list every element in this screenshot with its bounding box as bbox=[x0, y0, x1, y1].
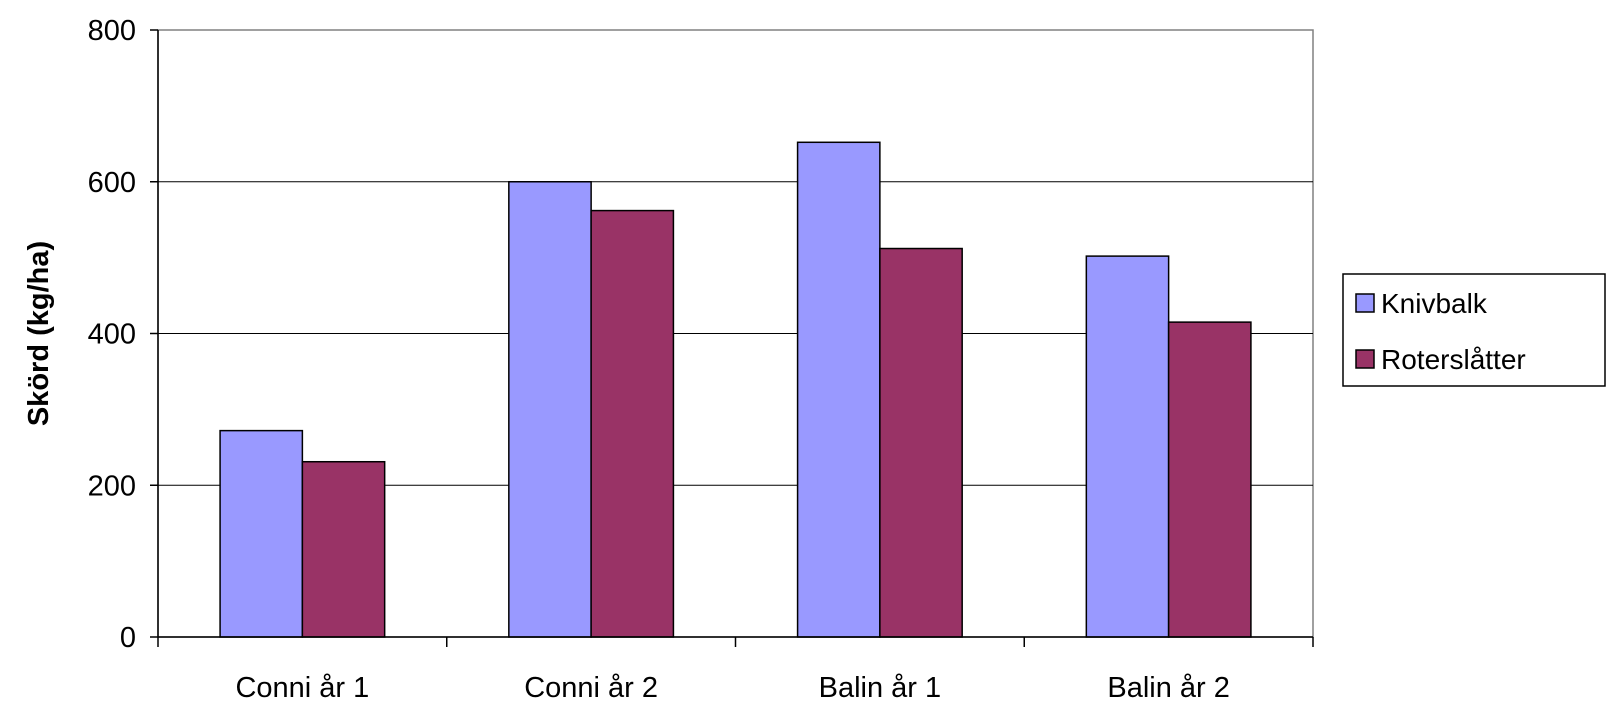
bar-knivbalk bbox=[1085, 255, 1170, 638]
x-tick-label: Conni år 2 bbox=[524, 672, 658, 704]
y-tick-label: 800 bbox=[88, 15, 136, 47]
bar-rotersl-tter bbox=[1167, 321, 1252, 638]
y-axis-ticks: 0 200 400 600 800 bbox=[88, 15, 158, 654]
x-axis-ticks: Conni år 1 Conni år 2 Balin år 1 Balin år 2 bbox=[157, 637, 1314, 704]
legend-box bbox=[1342, 273, 1606, 387]
y-tick-label: 600 bbox=[88, 167, 136, 199]
bar-rotersl-tter bbox=[879, 247, 963, 638]
y-tick-label: 400 bbox=[88, 319, 136, 351]
y-tick-label: 0 bbox=[120, 622, 136, 654]
bar-knivbalk bbox=[796, 141, 881, 638]
x-tick-label: Balin år 1 bbox=[819, 672, 942, 704]
bar-knivbalk bbox=[219, 429, 304, 638]
legend-swatch bbox=[1355, 349, 1375, 369]
bars bbox=[219, 141, 1252, 638]
bar-knivbalk bbox=[508, 181, 592, 638]
bar-rotersl-tter bbox=[590, 209, 675, 638]
legend-label: Roterslåtter bbox=[1381, 344, 1526, 375]
x-tick-label: Balin år 2 bbox=[1107, 672, 1230, 704]
bar-rotersl-tter bbox=[301, 460, 386, 638]
y-tick-label: 200 bbox=[88, 470, 136, 502]
x-tick-label: Conni år 1 bbox=[235, 672, 369, 704]
legend: Knivbalk Roterslåtter bbox=[1342, 273, 1606, 387]
plot-area: 0 200 400 600 800 Conni år 1 Conni år 2 Balin … bbox=[88, 15, 1314, 704]
legend-swatch bbox=[1355, 293, 1375, 313]
y-axis-title: Skörd (kg/ha) bbox=[23, 241, 55, 426]
legend-label: Knivbalk bbox=[1381, 288, 1488, 319]
